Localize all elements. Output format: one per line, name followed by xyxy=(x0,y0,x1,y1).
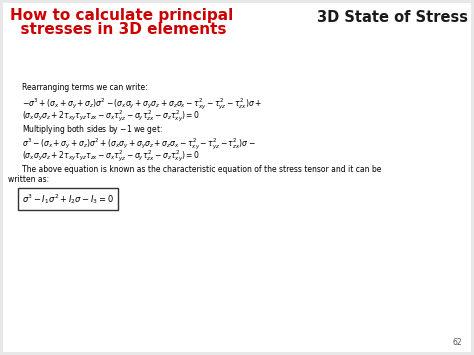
Text: The above equation is known as the characteristic equation of the stress tensor : The above equation is known as the chara… xyxy=(22,165,382,174)
Text: 3D State of Stress: 3D State of Stress xyxy=(317,10,468,25)
Text: Rearranging terms we can write:: Rearranging terms we can write: xyxy=(22,83,147,92)
Text: $-\sigma^3+(\sigma_x+\sigma_y+\sigma_z)\sigma^2-(\sigma_x\sigma_y+\sigma_y\sigma: $-\sigma^3+(\sigma_x+\sigma_y+\sigma_z)\… xyxy=(22,97,262,113)
Text: $\sigma^3-I_1\sigma^2+I_2\sigma-I_3=0$: $\sigma^3-I_1\sigma^2+I_2\sigma-I_3=0$ xyxy=(22,192,114,206)
Text: $(\sigma_x\sigma_y\sigma_z+2\tau_{xy}\tau_{yz}\tau_{zx}-\sigma_x\tau^2_{yz}-\sig: $(\sigma_x\sigma_y\sigma_z+2\tau_{xy}\ta… xyxy=(22,148,200,164)
Text: written as:: written as: xyxy=(8,175,49,184)
Text: $(\sigma_x\sigma_y\sigma_z+2\tau_{xy}\tau_{yz}\tau_{zx}-\sigma_x\tau^2_{yz}-\sig: $(\sigma_x\sigma_y\sigma_z+2\tau_{xy}\ta… xyxy=(22,108,200,124)
Text: 62: 62 xyxy=(452,338,462,347)
Text: How to calculate principal: How to calculate principal xyxy=(10,8,233,23)
Text: stresses in 3D elements: stresses in 3D elements xyxy=(10,22,227,37)
Text: Multiplying both sides by $-1$ we get:: Multiplying both sides by $-1$ we get: xyxy=(22,123,163,136)
Text: $\sigma^3-(\sigma_x+\sigma_y+\sigma_z)\sigma^2+(\sigma_x\sigma_y+\sigma_y\sigma_: $\sigma^3-(\sigma_x+\sigma_y+\sigma_z)\s… xyxy=(22,137,255,153)
FancyBboxPatch shape xyxy=(3,3,471,352)
